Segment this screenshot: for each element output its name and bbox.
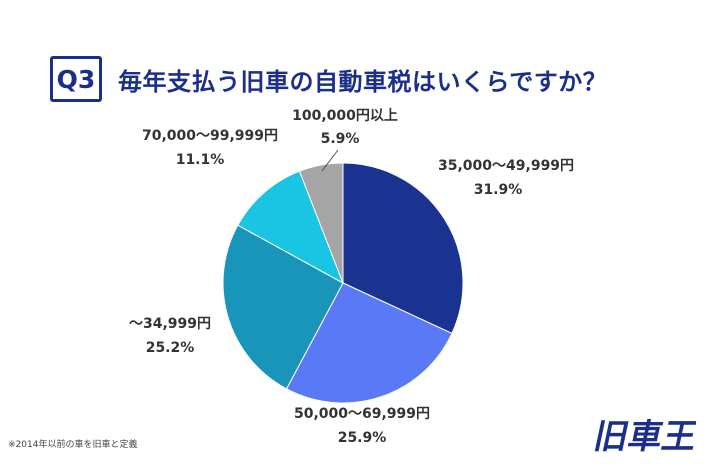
pie-slice-4 <box>298 162 344 284</box>
slice-label-4-value: 5.9% <box>321 131 360 147</box>
pie-slice-0 <box>342 162 464 335</box>
leader-lines <box>321 149 339 172</box>
slice-label-1-name: 50,000〜69,999円 <box>294 406 430 422</box>
pie-slice-1 <box>285 282 453 404</box>
slice-label-4-name: 100,000円以上 <box>292 108 398 124</box>
brand-logo-text: 旧車王 <box>590 417 696 455</box>
slice-labels: 35,000〜49,999円 31.9% 50,000〜69,999円 25.9… <box>129 108 574 446</box>
slice-label-2-value: 25.2% <box>146 340 195 356</box>
slice-label-3-name: 70,000〜99,999円 <box>142 128 278 144</box>
question-badge: Q3 <box>50 56 102 102</box>
brand-logo: 旧車王 <box>590 417 696 455</box>
pie-slice-2 <box>222 224 344 390</box>
slice-label-2-name: 〜34,999円 <box>129 316 211 332</box>
footnote: ※2014年以前の車を旧車と定義 <box>8 440 138 450</box>
slice-label-0-value: 31.9% <box>474 182 523 198</box>
chart-title: 毎年支払う旧車の自動車税はいくらですか？ <box>118 68 608 96</box>
slice-label-0-name: 35,000〜49,999円 <box>438 158 574 174</box>
slice-label-3-value: 11.1% <box>176 152 225 168</box>
pie-slices <box>222 162 464 404</box>
leader-line <box>321 149 339 172</box>
pie-slice-3 <box>237 170 344 285</box>
slice-label-1-value: 25.9% <box>338 430 387 446</box>
